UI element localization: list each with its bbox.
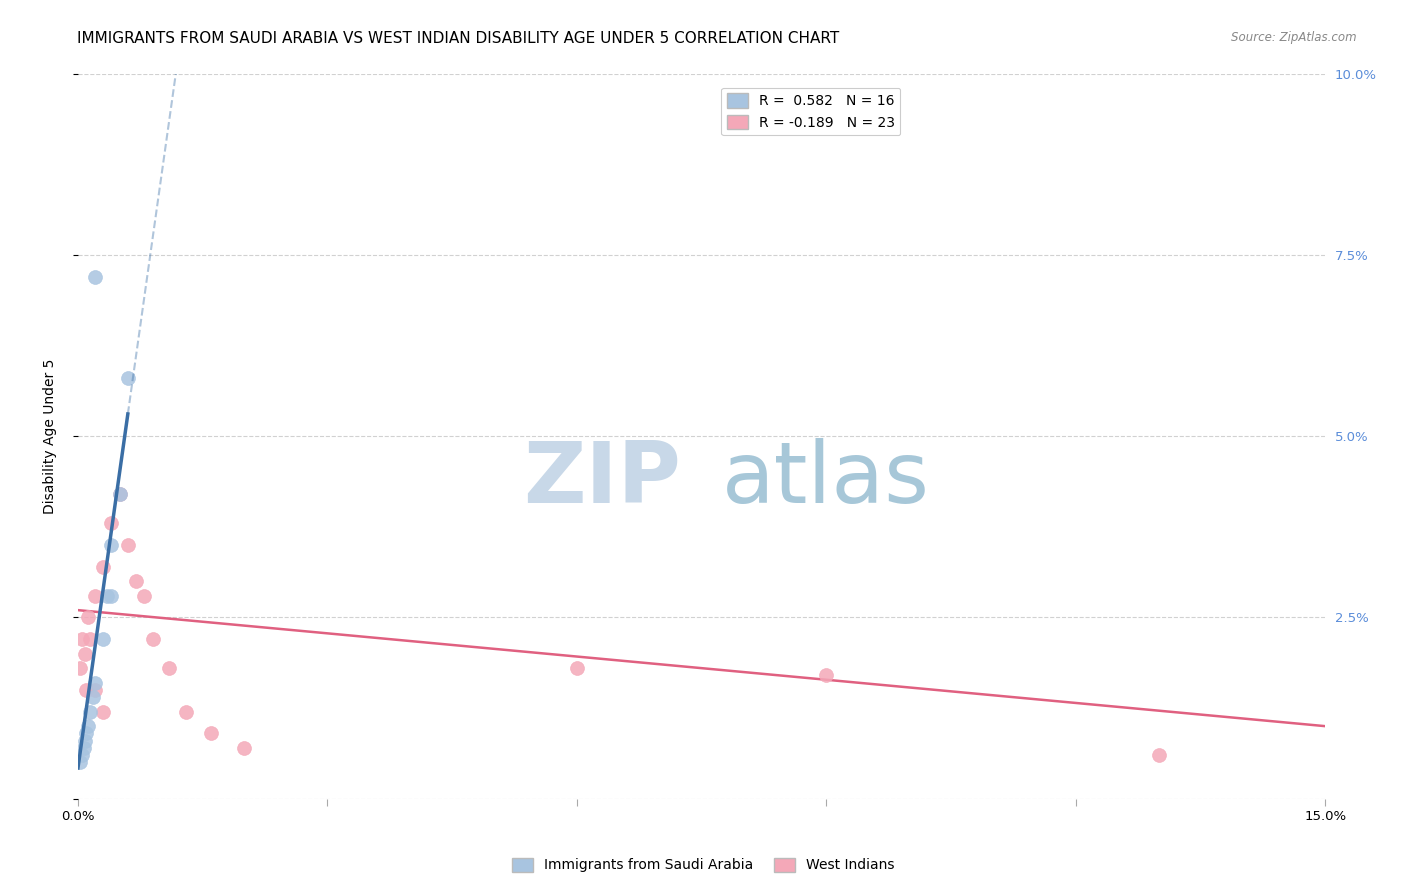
Point: [815, 668, 838, 682]
Point: [200, 726, 222, 740]
Legend: Immigrants from Saudi Arabia, West Indians: Immigrants from Saudi Arabia, West India…: [506, 852, 900, 878]
Point: [117, 538, 139, 552]
Point: [100, 516, 122, 530]
Point: [91, 632, 114, 647]
Point: [233, 740, 256, 755]
Point: [142, 632, 165, 647]
Point: [83, 589, 105, 603]
Text: atlas: atlas: [723, 438, 931, 521]
Point: [125, 574, 148, 588]
Point: [75, 726, 97, 740]
Text: Source: ZipAtlas.com: Source: ZipAtlas.com: [1232, 31, 1357, 45]
Point: [108, 487, 131, 501]
Point: [157, 661, 180, 675]
Point: [82, 690, 104, 705]
Point: [174, 705, 197, 719]
Point: [83, 269, 105, 284]
Point: [77, 610, 100, 624]
Point: [91, 559, 114, 574]
Point: [1147, 748, 1170, 763]
Point: [83, 675, 105, 690]
Point: [70, 748, 93, 763]
Point: [75, 682, 97, 697]
Text: IMMIGRANTS FROM SAUDI ARABIA VS WEST INDIAN DISABILITY AGE UNDER 5 CORRELATION C: IMMIGRANTS FROM SAUDI ARABIA VS WEST IND…: [77, 31, 839, 46]
Point: [108, 487, 131, 501]
Point: [79, 705, 101, 719]
Point: [73, 740, 96, 755]
Point: [117, 371, 139, 385]
Point: [70, 632, 93, 647]
Point: [69, 756, 91, 770]
Point: [69, 661, 91, 675]
Legend: R =  0.582   N = 16, R = -0.189   N = 23: R = 0.582 N = 16, R = -0.189 N = 23: [721, 87, 900, 136]
Point: [83, 682, 105, 697]
Y-axis label: Disability Age Under 5: Disability Age Under 5: [44, 359, 58, 514]
Text: ZIP: ZIP: [523, 438, 681, 521]
Point: [96, 589, 118, 603]
Point: [73, 647, 96, 661]
Point: [134, 589, 156, 603]
Point: [77, 719, 100, 733]
Point: [100, 538, 122, 552]
Point: [100, 589, 122, 603]
Point: [79, 632, 101, 647]
Point: [565, 661, 588, 675]
Point: [91, 705, 114, 719]
Point: [75, 733, 97, 747]
